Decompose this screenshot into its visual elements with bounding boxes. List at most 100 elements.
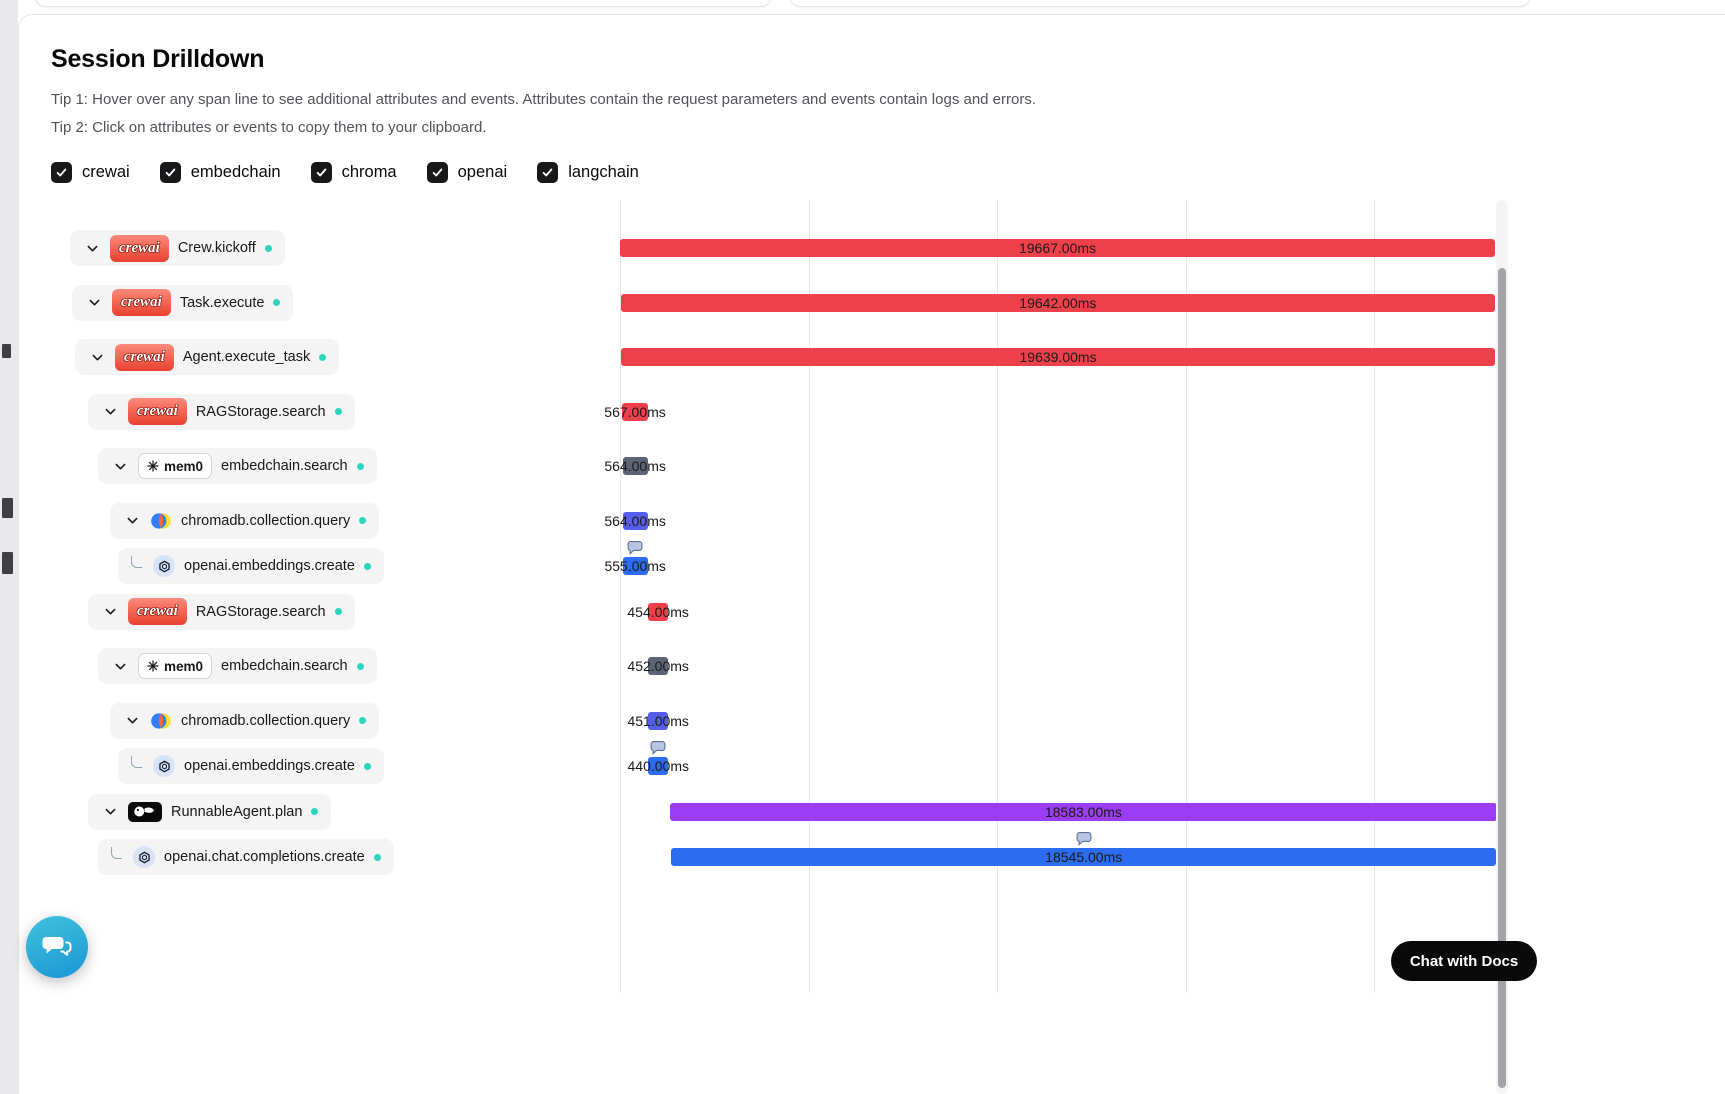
grid-line (808, 200, 810, 993)
crewai-logo-icon: crewai (115, 343, 174, 371)
checkbox-icon[interactable] (159, 162, 181, 183)
span-bar[interactable] (648, 711, 669, 730)
span-bar[interactable] (620, 293, 1495, 312)
background-artifact (2, 552, 13, 574)
scrollbar-thumb[interactable] (1498, 268, 1506, 1088)
trace-row[interactable]: mem0 embedchain.search (98, 448, 377, 484)
elbow-connector-icon (131, 556, 142, 568)
tip-1: Tip 1: Hover over any span line to see a… (51, 91, 1037, 108)
span-bar[interactable] (648, 657, 669, 675)
span-name: RAGStorage.search (195, 603, 326, 620)
trace-row[interactable]: crewai Crew.kickoff (70, 230, 285, 266)
span-name: chromadb.collection.query (181, 512, 351, 529)
trace-row[interactable]: openai.chat.completions.create (98, 839, 394, 875)
chat-bubbles-icon (41, 932, 73, 962)
trace-row[interactable]: crewai RAGStorage.search (88, 593, 355, 630)
span-bar[interactable] (648, 757, 669, 775)
filter-openai[interactable]: openai (426, 162, 508, 183)
checkbox-icon[interactable] (51, 162, 72, 183)
event-bubble-icon[interactable] (1075, 831, 1092, 847)
trace-row[interactable]: crewai Agent.execute_task (75, 339, 340, 375)
trace-row[interactable]: openai.embeddings.create (118, 548, 384, 584)
filter-label: langchain (568, 163, 639, 181)
status-dot (359, 717, 367, 724)
status-dot (356, 462, 364, 470)
event-bubble-icon[interactable] (627, 540, 644, 556)
tip-2: Tip 2: Click on attributes or events to … (51, 119, 487, 136)
chevron-down-icon[interactable] (101, 404, 119, 419)
filter-chroma[interactable]: chroma (310, 162, 397, 183)
status-dot (264, 244, 272, 252)
chevron-down-icon[interactable] (111, 659, 129, 674)
status-dot (356, 662, 364, 670)
chevron-down-icon[interactable] (85, 295, 103, 310)
span-bar[interactable] (621, 348, 1495, 366)
span-bar[interactable] (622, 402, 648, 421)
trace-row[interactable]: crewai Task.execute (72, 284, 294, 321)
span-name: Agent.execute_task (182, 349, 311, 365)
span-name: embedchain.search (221, 658, 348, 674)
checkbox-icon[interactable] (310, 162, 332, 183)
trace-row[interactable]: chromadb.collection.query (110, 702, 380, 739)
chevron-down-icon[interactable] (123, 713, 141, 728)
status-dot (311, 808, 319, 815)
span-bar[interactable] (622, 457, 648, 475)
page-title: Session Drilldown (51, 45, 265, 73)
crewai-logo-icon: crewai (128, 398, 187, 425)
span-name: openai.embeddings.create (184, 758, 355, 774)
filter-label: embedchain (190, 163, 281, 181)
status-dot (363, 762, 371, 770)
trace-row[interactable]: mem0 embedchain.search (98, 648, 377, 684)
crewai-logo-icon: crewai (128, 598, 187, 625)
chat-widget-button[interactable] (26, 916, 88, 978)
crewai-logo-icon: crewai (110, 234, 169, 262)
grid-line (620, 200, 621, 993)
status-dot (334, 408, 342, 415)
filter-langchain[interactable]: langchain (537, 162, 639, 183)
span-name: chromadb.collection.query (181, 712, 351, 729)
filter-crewai[interactable]: crewai (51, 162, 130, 183)
span-name: RAGStorage.search (195, 403, 326, 420)
mem0-logo-icon: mem0 (138, 453, 213, 479)
chevron-down-icon[interactable] (83, 241, 101, 256)
chroma-logo-icon (150, 710, 172, 732)
chevron-down-icon[interactable] (88, 350, 106, 365)
filter-label: openai (457, 163, 508, 181)
span-bar[interactable] (622, 511, 648, 530)
openai-logo-icon (153, 555, 175, 577)
filters: crewai embedchain chroma openai langchain (51, 162, 1725, 183)
checkbox-icon[interactable] (537, 162, 559, 183)
scrollbar-track[interactable] (1496, 200, 1508, 1094)
span-bar[interactable] (648, 602, 669, 621)
trace-row[interactable]: openai.embeddings.create (118, 748, 384, 784)
grid-line (1374, 200, 1375, 993)
status-dot (319, 353, 327, 361)
mem0-logo-icon: mem0 (138, 653, 213, 679)
event-bubble-icon[interactable] (650, 740, 667, 756)
chevron-down-icon[interactable] (101, 604, 119, 619)
span-name: Task.execute (179, 294, 265, 311)
langchain-logo-icon (128, 801, 162, 822)
openai-logo-icon (153, 755, 175, 777)
chat-with-docs-button[interactable]: Chat with Docs (1391, 941, 1537, 981)
span-bar[interactable] (622, 557, 648, 575)
chevron-down-icon[interactable] (123, 513, 141, 528)
chevron-down-icon[interactable] (101, 804, 119, 819)
grid-line (997, 200, 998, 993)
trace-row[interactable]: RunnableAgent.plan (88, 793, 332, 830)
chroma-logo-icon (150, 510, 172, 532)
trace-row[interactable]: crewai RAGStorage.search (88, 393, 355, 430)
filter-embedchain[interactable]: embedchain (159, 162, 281, 183)
status-dot (359, 517, 367, 524)
trace-row[interactable]: chromadb.collection.query (110, 502, 380, 539)
checkbox-icon[interactable] (426, 162, 448, 183)
span-bar[interactable] (620, 239, 1495, 257)
span-name: openai.embeddings.create (184, 558, 355, 574)
span-bar[interactable] (671, 848, 1497, 866)
chevron-down-icon[interactable] (111, 459, 129, 474)
filter-label: crewai (82, 163, 130, 181)
grid-line (1185, 200, 1187, 993)
span-bar[interactable] (670, 802, 1497, 821)
